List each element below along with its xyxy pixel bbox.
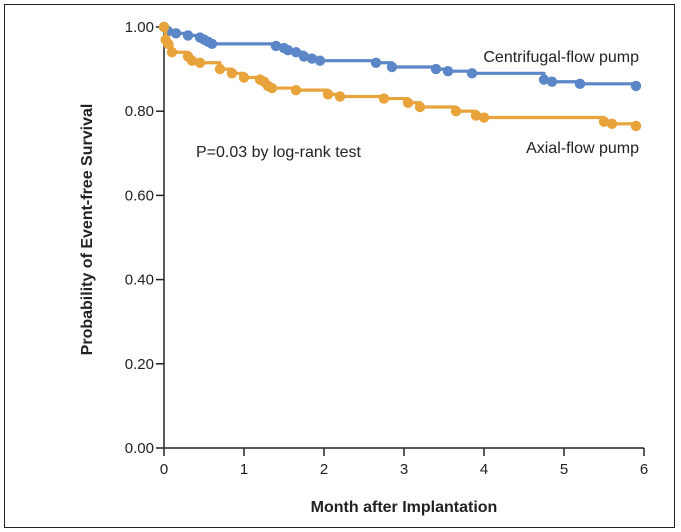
censor-mark bbox=[378, 93, 390, 104]
y-tick-label: 1.00 bbox=[125, 19, 154, 36]
censor-mark bbox=[194, 57, 206, 68]
x-axis-title: Month after Implantation bbox=[311, 499, 498, 516]
censor-mark bbox=[166, 47, 178, 58]
y-tick-label: 0.20 bbox=[125, 356, 154, 373]
y-tick-label: 0.60 bbox=[125, 187, 154, 204]
censor-mark bbox=[466, 68, 478, 79]
censor-mark bbox=[182, 30, 194, 41]
censor-mark bbox=[630, 80, 642, 92]
censor-mark bbox=[538, 74, 550, 85]
series-label: Centrifugal-flow pump bbox=[483, 49, 639, 66]
p-value-annotation: P=0.03 by log-rank test bbox=[196, 144, 362, 161]
x-tick-label: 6 bbox=[640, 461, 648, 478]
censor-mark bbox=[226, 68, 238, 79]
censor-mark bbox=[298, 51, 310, 62]
censor-mark bbox=[598, 116, 610, 127]
censor-mark bbox=[606, 118, 618, 130]
censor-mark bbox=[386, 61, 398, 73]
censor-mark bbox=[314, 55, 326, 66]
chart-frame bbox=[4, 4, 675, 528]
censor-mark bbox=[282, 44, 294, 56]
censor-mark bbox=[266, 82, 278, 94]
series-1 bbox=[158, 21, 642, 132]
x-tick-label: 1 bbox=[240, 461, 248, 478]
censor-mark bbox=[478, 112, 490, 123]
censor-mark bbox=[630, 120, 642, 132]
censor-mark bbox=[206, 38, 218, 50]
y-tick-label: 0.00 bbox=[125, 440, 154, 457]
series-0 bbox=[158, 21, 642, 92]
censor-mark bbox=[430, 63, 442, 75]
x-ticks: 0 1 2 3 4 5 6 bbox=[160, 448, 648, 478]
censor-mark bbox=[322, 89, 334, 100]
censor-mark bbox=[450, 106, 462, 117]
y-ticks: 0.00 0.20 0.40 0.60 0.80 1.00 bbox=[125, 19, 164, 457]
x-tick-label: 3 bbox=[400, 461, 408, 478]
x-tick-label: 2 bbox=[320, 461, 328, 478]
x-tick-label: 5 bbox=[560, 461, 568, 478]
series-label: Axial-flow pump bbox=[526, 140, 639, 157]
censor-mark bbox=[402, 97, 414, 108]
labels-layer: Centrifugal-flow pump Axial-flow pump bbox=[483, 49, 639, 157]
censor-mark bbox=[238, 72, 250, 83]
censor-mark bbox=[574, 78, 586, 90]
censor-mark bbox=[306, 53, 318, 64]
axes bbox=[163, 27, 644, 449]
x-tick-label: 0 bbox=[160, 461, 168, 478]
y-axis-title: Probability of Event-free Survival bbox=[79, 104, 96, 356]
series-layer bbox=[158, 21, 642, 132]
censor-mark bbox=[162, 38, 174, 50]
y-tick-label: 0.80 bbox=[125, 103, 154, 120]
censor-mark bbox=[546, 76, 558, 87]
censor-mark bbox=[170, 28, 182, 39]
censor-mark bbox=[270, 40, 282, 52]
censor-mark bbox=[214, 63, 226, 75]
x-tick-label: 4 bbox=[480, 461, 488, 478]
y-tick-label: 0.40 bbox=[125, 272, 154, 289]
censor-mark bbox=[290, 47, 302, 58]
censor-mark bbox=[186, 55, 198, 66]
censor-mark bbox=[370, 57, 382, 68]
censor-mark bbox=[442, 66, 454, 77]
censor-mark bbox=[290, 84, 302, 96]
censor-mark bbox=[414, 101, 426, 113]
censor-mark bbox=[470, 110, 482, 121]
censor-mark bbox=[158, 21, 170, 33]
censor-mark bbox=[334, 91, 346, 102]
